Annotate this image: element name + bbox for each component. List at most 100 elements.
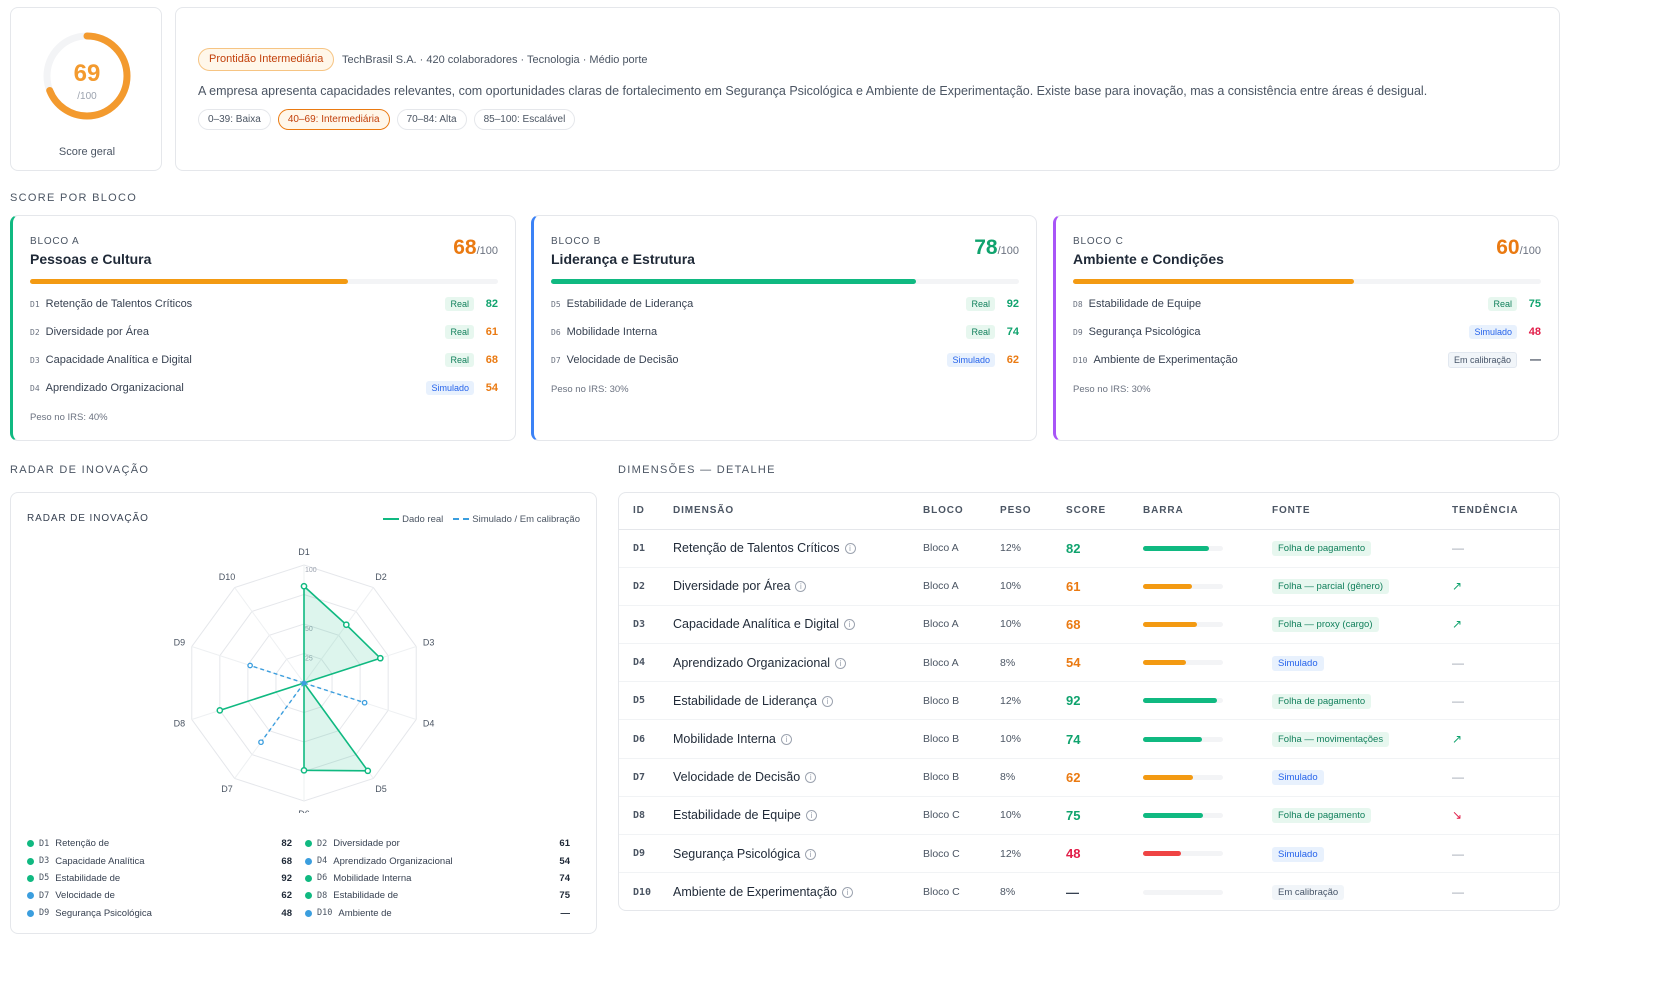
- table-row[interactable]: D8 Estabilidade de Equipe i Bloco C 10% 75 Fol…: [619, 796, 1559, 836]
- radar-list-item: D2 Diversidade por 61: [305, 835, 570, 852]
- row-bar: [1143, 567, 1272, 606]
- table-row[interactable]: D2 Diversidade por Área i Bloco A 10% 61 Folha…: [619, 567, 1559, 606]
- table-row[interactable]: D9 Segurança Psicológica i Bloco C 12% 48 Simu…: [619, 834, 1559, 874]
- radar-axis-label: D7: [221, 784, 233, 794]
- radar-list-item: D1 Retenção de 82: [27, 835, 292, 852]
- table-row[interactable]: D6 Mobilidade Interna i Bloco B 10% 74 Folha —…: [619, 719, 1559, 759]
- row-id: D7: [619, 758, 673, 797]
- row-bar: [1143, 643, 1272, 683]
- row-score: 82: [1066, 529, 1143, 568]
- block-title: Ambiente e Condições: [1073, 251, 1224, 267]
- readiness-badge: Prontidão Intermediária: [198, 48, 335, 71]
- table-row[interactable]: D3 Capacidade Analítica e Digital i Bloco A…: [619, 605, 1559, 645]
- info-icon[interactable]: i: [844, 543, 856, 555]
- radar-item-label: Ambiente de: [338, 907, 392, 919]
- row-block: Bloco B: [923, 758, 1000, 797]
- source-badge: Em calibração: [1447, 352, 1517, 368]
- trend-flat-icon: —: [1452, 529, 1559, 568]
- row-source: Simulado: [1272, 758, 1452, 797]
- row-dimension-name: Mobilidade Interna: [673, 732, 776, 747]
- block-score-value: 60: [1496, 236, 1520, 259]
- row-dimension-name: Estabilidade de Liderança: [673, 693, 817, 708]
- row-bar: [1143, 605, 1272, 645]
- info-icon[interactable]: i: [795, 581, 807, 593]
- radar-sim-line-d9: [249, 664, 305, 684]
- info-icon[interactable]: i: [821, 695, 833, 707]
- dimensions-table-card: ID DIMENSÃO BLOCO PESO SCORE BARRA FONTE…: [618, 492, 1560, 911]
- table-row[interactable]: D10 Ambiente de Experimentação i Bloco C 8% —…: [619, 873, 1559, 911]
- series-dot-icon: [27, 892, 34, 900]
- block-dimension-row: D2 Diversidade por Área Real 61: [30, 324, 498, 340]
- dimension-score: 74: [1006, 326, 1019, 338]
- source-badge: Real: [445, 297, 474, 311]
- info-icon[interactable]: i: [835, 657, 847, 669]
- row-bar: [1143, 529, 1272, 568]
- radar-axis-label: D5: [375, 784, 387, 794]
- score-bar-fill: [1143, 545, 1209, 551]
- info-icon[interactable]: i: [841, 887, 853, 899]
- radar-list-item: D10 Ambiente de —: [305, 905, 570, 922]
- radar-item-label: Estabilidade de: [55, 872, 121, 884]
- info-icon[interactable]: i: [780, 734, 792, 746]
- dimension-score: 82: [485, 298, 498, 310]
- score-bar-fill: [1143, 660, 1187, 666]
- row-dimension-name: Velocidade de Decisão: [673, 770, 801, 785]
- source-badge: Real: [445, 325, 474, 339]
- radar-item-value: —: [560, 907, 571, 919]
- legend-real: Dado real: [383, 514, 443, 525]
- trend-flat-icon: —: [1452, 643, 1559, 683]
- score-bar: [1143, 812, 1223, 818]
- row-dimension: Retenção de Talentos Críticos i: [673, 529, 923, 568]
- radar-item-label: Retenção de: [55, 838, 110, 850]
- score-bar: [1143, 889, 1223, 895]
- table-header: ID DIMENSÃO BLOCO PESO SCORE BARRA FONTE…: [619, 493, 1559, 530]
- row-id: D9: [619, 834, 673, 874]
- dimension-code: D7: [551, 355, 561, 365]
- row-id: D2: [619, 567, 673, 606]
- series-dot-icon: [27, 857, 34, 865]
- score-bar-fill: [1143, 774, 1193, 780]
- table-row[interactable]: D4 Aprendizado Organizacional i Bloco A 8% 54…: [619, 643, 1559, 683]
- radar-item-code: D3: [39, 856, 50, 867]
- row-weight: 10%: [1000, 796, 1066, 836]
- score-bar: [1143, 583, 1223, 589]
- table-row[interactable]: D7 Velocidade de Decisão i Bloco B 8% 62 Simul…: [619, 758, 1559, 797]
- info-icon[interactable]: i: [805, 848, 817, 860]
- radar-legend: Dado real Simulado / Em calibração: [383, 514, 580, 525]
- row-bar: [1143, 873, 1272, 911]
- overall-score-gauge: [43, 32, 131, 120]
- score-bar: [1143, 851, 1223, 857]
- row-id: D6: [619, 719, 673, 759]
- row-block: Bloco A: [923, 529, 1000, 568]
- info-icon[interactable]: i: [844, 619, 856, 631]
- source-badge: Real: [966, 297, 995, 311]
- trend-flat-icon: —: [1452, 758, 1559, 797]
- dimension-name: Aprendizado Organizacional: [45, 382, 184, 394]
- radar-spoke: [303, 587, 374, 684]
- radar-axis-label: D9: [174, 638, 186, 648]
- row-bar: [1143, 719, 1272, 759]
- score-bar-fill: [1143, 812, 1203, 818]
- row-source: Simulado: [1272, 834, 1452, 874]
- radar-item-code: D1: [39, 838, 50, 849]
- dimension-code: D8: [1073, 299, 1083, 309]
- block-card-c: BLOCO C Ambiente e Condições 60/100 D8 Estab…: [1053, 215, 1559, 441]
- block-dimension-row: D1 Retenção de Talentos Críticos Real 82: [30, 296, 498, 312]
- info-icon[interactable]: i: [805, 772, 817, 784]
- block-progress-fill: [30, 279, 349, 284]
- block-title: Liderança e Estrutura: [551, 251, 695, 267]
- row-dimension: Segurança Psicológica i: [673, 834, 923, 874]
- table-row[interactable]: D5 Estabilidade de Liderança i Bloco B 12% 92…: [619, 681, 1559, 721]
- block-card-b: BLOCO B Liderança e Estrutura 78/100 D5 Esta…: [531, 215, 1037, 441]
- row-dimension-name: Diversidade por Área: [673, 579, 791, 594]
- info-icon[interactable]: i: [805, 810, 817, 822]
- source-badge: Simulado: [426, 381, 474, 395]
- row-block: Bloco A: [923, 567, 1000, 606]
- score-bar: [1143, 621, 1223, 627]
- trend-flat-icon: —: [1452, 681, 1559, 721]
- radar-point-d1: [300, 582, 308, 590]
- dimension-name: Segurança Psicológica: [1088, 326, 1201, 338]
- radar-spoke: [234, 587, 305, 684]
- radar-ring-label: 25: [305, 656, 313, 663]
